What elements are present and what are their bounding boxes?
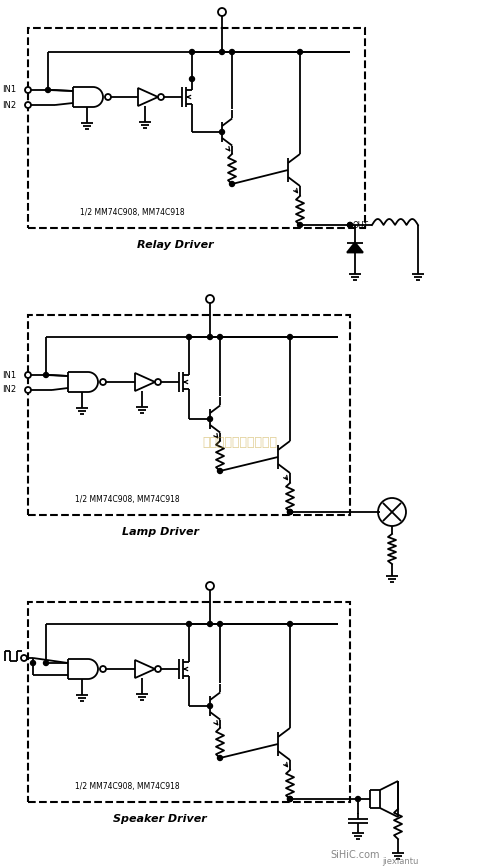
Circle shape (25, 372, 31, 378)
Circle shape (220, 129, 225, 135)
Text: IN2: IN2 (2, 101, 16, 109)
Circle shape (207, 417, 212, 422)
Text: Speaker Driver: Speaker Driver (113, 814, 207, 824)
Text: 杭州将睢科技有限公司: 杭州将睢科技有限公司 (202, 436, 277, 449)
Circle shape (288, 510, 293, 515)
Circle shape (230, 181, 235, 187)
Text: OUT: OUT (353, 220, 369, 229)
Circle shape (288, 797, 293, 801)
Bar (28, 315, 350, 515)
Text: 1/2 MM74C908, MM74C918: 1/2 MM74C908, MM74C918 (75, 782, 180, 791)
Circle shape (44, 661, 49, 666)
Circle shape (158, 94, 164, 100)
Circle shape (155, 666, 161, 672)
Circle shape (288, 621, 293, 627)
Circle shape (220, 49, 225, 55)
Polygon shape (347, 242, 363, 253)
Circle shape (288, 510, 293, 515)
Circle shape (218, 8, 226, 16)
Circle shape (186, 334, 191, 339)
Circle shape (218, 621, 223, 627)
Circle shape (30, 661, 36, 666)
Circle shape (189, 76, 194, 82)
Circle shape (155, 379, 161, 385)
Circle shape (207, 334, 212, 339)
Text: IN1: IN1 (2, 371, 16, 379)
Text: Relay Driver: Relay Driver (137, 240, 213, 250)
Circle shape (348, 222, 353, 227)
Circle shape (218, 334, 223, 339)
Circle shape (206, 582, 214, 590)
Bar (28, 602, 350, 802)
Circle shape (288, 334, 293, 339)
Circle shape (298, 222, 303, 227)
Circle shape (218, 469, 223, 474)
Circle shape (105, 94, 111, 100)
Text: 1/2 MM74C908, MM74C918: 1/2 MM74C908, MM74C918 (75, 495, 180, 504)
Circle shape (21, 655, 27, 661)
Text: IN2: IN2 (2, 385, 16, 394)
Circle shape (356, 797, 361, 801)
Text: jiexiantu: jiexiantu (382, 858, 418, 866)
Circle shape (207, 703, 212, 708)
Circle shape (46, 88, 51, 93)
Circle shape (100, 666, 106, 672)
Circle shape (348, 222, 353, 227)
Circle shape (230, 49, 235, 55)
Circle shape (25, 87, 31, 93)
Circle shape (298, 49, 303, 55)
Bar (28, 28, 365, 228)
Text: 1/2 MM74C908, MM74C918: 1/2 MM74C908, MM74C918 (80, 208, 185, 217)
Circle shape (218, 755, 223, 760)
Circle shape (44, 372, 49, 378)
Text: IN1: IN1 (2, 86, 16, 95)
Text: SiHiC.com: SiHiC.com (330, 850, 380, 860)
Circle shape (189, 49, 194, 55)
Circle shape (25, 102, 31, 108)
Circle shape (25, 387, 31, 393)
Circle shape (206, 295, 214, 303)
Circle shape (100, 379, 106, 385)
Circle shape (186, 621, 191, 627)
Text: Lamp Driver: Lamp Driver (122, 527, 198, 537)
Circle shape (288, 797, 293, 801)
Circle shape (207, 621, 212, 627)
